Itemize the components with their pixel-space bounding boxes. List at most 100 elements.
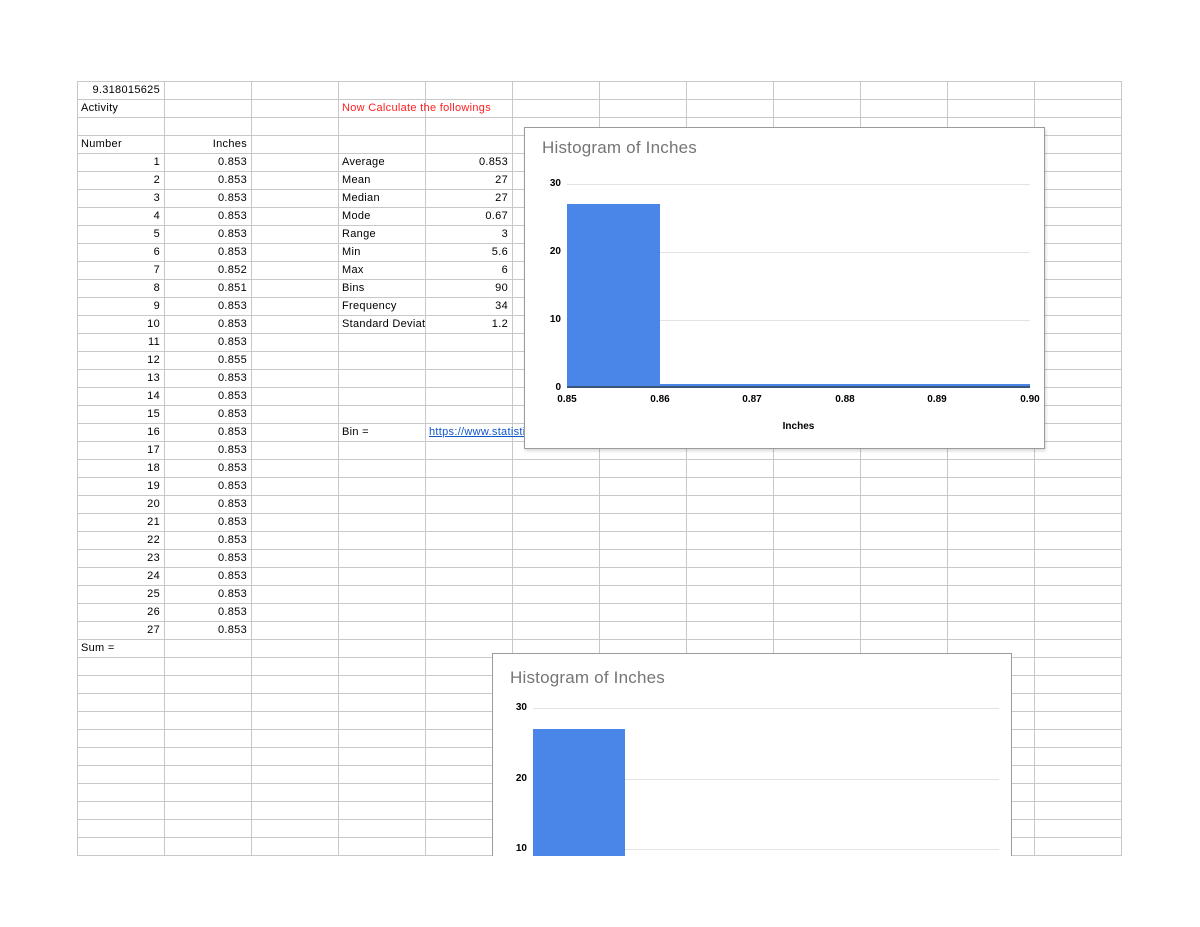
- x-axis-tick-label: 0.87: [742, 394, 762, 405]
- bin-hyperlink[interactable]: https://www.statistic: [429, 426, 532, 438]
- stat-label-cell[interactable]: Range: [342, 228, 376, 240]
- row-number-cell[interactable]: 16: [147, 426, 160, 438]
- row-number-cell[interactable]: 12: [147, 354, 160, 366]
- row-number-cell[interactable]: 2: [153, 174, 160, 186]
- row-number-cell[interactable]: 13: [147, 372, 160, 384]
- stat-label-cell[interactable]: Standard Deviati: [342, 318, 425, 330]
- stat-label-cell[interactable]: Bins: [342, 282, 365, 294]
- stat-label-cell[interactable]: Max: [342, 264, 364, 276]
- stat-value-cell[interactable]: 1.2: [491, 318, 508, 330]
- inches-value-cell[interactable]: 0.851: [217, 282, 247, 294]
- inches-value-cell[interactable]: 0.853: [217, 318, 247, 330]
- row-number-cell[interactable]: 15: [147, 408, 160, 420]
- chart-title: Histogram of Inches: [542, 138, 697, 157]
- row-number-cell[interactable]: 1: [153, 156, 160, 168]
- chart-gridline: [567, 184, 1030, 185]
- cell-inches-header[interactable]: Inches: [212, 138, 247, 150]
- y-axis-tick-label: 0: [555, 382, 561, 393]
- row-number-cell[interactable]: 21: [147, 516, 160, 528]
- inches-value-cell[interactable]: 0.853: [217, 390, 247, 402]
- inches-value-cell[interactable]: 0.853: [217, 426, 247, 438]
- inches-value-cell[interactable]: 0.852: [217, 264, 247, 276]
- cell-number-header[interactable]: Number: [81, 138, 122, 150]
- cell-sum-label[interactable]: Sum =: [81, 642, 115, 654]
- chart-title: Histogram of Inches: [510, 668, 665, 687]
- zero-series-line: [660, 384, 1030, 386]
- row-number-cell[interactable]: 8: [153, 282, 160, 294]
- stat-label-cell[interactable]: Mode: [342, 210, 371, 222]
- stat-value-cell[interactable]: 0.67: [485, 210, 508, 222]
- row-number-cell[interactable]: 11: [147, 336, 160, 348]
- row-number-cell[interactable]: 24: [147, 570, 160, 582]
- inches-value-cell[interactable]: 0.853: [217, 408, 247, 420]
- inches-value-cell[interactable]: 0.853: [217, 534, 247, 546]
- histogram-chart-1[interactable]: Histogram of Inches 0 10 20 30 0.85 0.86 0.87 0.…: [524, 127, 1045, 449]
- stat-label-cell[interactable]: Frequency: [342, 300, 397, 312]
- y-axis-tick-label: 10: [515, 843, 527, 854]
- row-number-cell[interactable]: 27: [147, 624, 160, 636]
- inches-value-cell[interactable]: 0.853: [217, 174, 247, 186]
- inches-value-cell[interactable]: 0.853: [217, 588, 247, 600]
- x-axis-tick-label: 0.89: [927, 394, 947, 405]
- x-axis-title: Inches: [782, 421, 815, 432]
- inches-value-cell[interactable]: 0.853: [217, 624, 247, 636]
- row-number-cell[interactable]: 18: [147, 462, 160, 474]
- row-number-cell[interactable]: 3: [153, 192, 160, 204]
- y-axis-tick-label: 20: [515, 773, 527, 784]
- inches-value-cell[interactable]: 0.853: [217, 498, 247, 510]
- row-number-cell[interactable]: 19: [147, 480, 160, 492]
- row-number-cell[interactable]: 5: [153, 228, 160, 240]
- chart-gridline: [567, 252, 1030, 253]
- inches-value-cell[interactable]: 0.853: [217, 444, 247, 456]
- row-number-cell[interactable]: 20: [147, 498, 160, 510]
- stat-value-cell[interactable]: 5.6: [491, 246, 508, 258]
- inches-value-cell[interactable]: 0.853: [217, 300, 247, 312]
- stat-value-cell[interactable]: 3: [501, 228, 508, 240]
- row-number-cell[interactable]: 10: [147, 318, 160, 330]
- row-number-cell[interactable]: 26: [147, 606, 160, 618]
- cell-top-value[interactable]: 9.318015625: [92, 84, 160, 96]
- row-number-cell[interactable]: 9: [153, 300, 160, 312]
- inches-value-cell[interactable]: 0.855: [217, 354, 247, 366]
- inches-value-cell[interactable]: 0.853: [217, 210, 247, 222]
- inches-value-cell[interactable]: 0.853: [217, 372, 247, 384]
- inches-value-cell[interactable]: 0.853: [217, 246, 247, 258]
- stat-label-cell[interactable]: Mean: [342, 174, 371, 186]
- cell-activity-label[interactable]: Activity: [81, 102, 119, 114]
- stat-value-cell[interactable]: 34: [495, 300, 508, 312]
- cell-bin-label[interactable]: Bin =: [342, 426, 369, 438]
- inches-value-cell[interactable]: 0.853: [217, 192, 247, 204]
- stat-value-cell[interactable]: 6: [501, 264, 508, 276]
- stat-label-cell[interactable]: Median: [342, 192, 380, 204]
- row-number-cell[interactable]: 22: [147, 534, 160, 546]
- stat-value-cell[interactable]: 27: [495, 192, 508, 204]
- stat-value-cell[interactable]: 0.853: [478, 156, 508, 168]
- row-number-cell[interactable]: 17: [147, 444, 160, 456]
- stat-value-cell[interactable]: 90: [495, 282, 508, 294]
- row-number-cell[interactable]: 14: [147, 390, 160, 402]
- row-number-cell[interactable]: 6: [153, 246, 160, 258]
- inches-value-cell[interactable]: 0.853: [217, 336, 247, 348]
- inches-value-cell[interactable]: 0.853: [217, 462, 247, 474]
- chart-gridline: [567, 320, 1030, 321]
- stat-label-cell[interactable]: Average: [342, 156, 385, 168]
- y-axis-tick-label: 10: [549, 314, 561, 325]
- histogram-chart-2[interactable]: Histogram of Inches 10 20 30: [492, 653, 1012, 856]
- y-axis-tick-label: 30: [515, 702, 527, 713]
- stat-label-cell[interactable]: Min: [342, 246, 361, 258]
- row-number-cell[interactable]: 25: [147, 588, 160, 600]
- cell-instruction-text[interactable]: Now Calculate the followings: [342, 102, 492, 114]
- inches-value-cell[interactable]: 0.853: [217, 570, 247, 582]
- chart-gridline: [533, 708, 999, 709]
- row-number-cell[interactable]: 4: [153, 210, 160, 222]
- inches-value-cell[interactable]: 0.853: [217, 606, 247, 618]
- x-axis-tick-label: 0.85: [557, 394, 577, 405]
- inches-value-cell[interactable]: 0.853: [217, 228, 247, 240]
- inches-value-cell[interactable]: 0.853: [217, 552, 247, 564]
- inches-value-cell[interactable]: 0.853: [217, 516, 247, 528]
- inches-value-cell[interactable]: 0.853: [217, 480, 247, 492]
- stat-value-cell[interactable]: 27: [495, 174, 508, 186]
- row-number-cell[interactable]: 7: [153, 264, 160, 276]
- row-number-cell[interactable]: 23: [147, 552, 160, 564]
- inches-value-cell[interactable]: 0.853: [217, 156, 247, 168]
